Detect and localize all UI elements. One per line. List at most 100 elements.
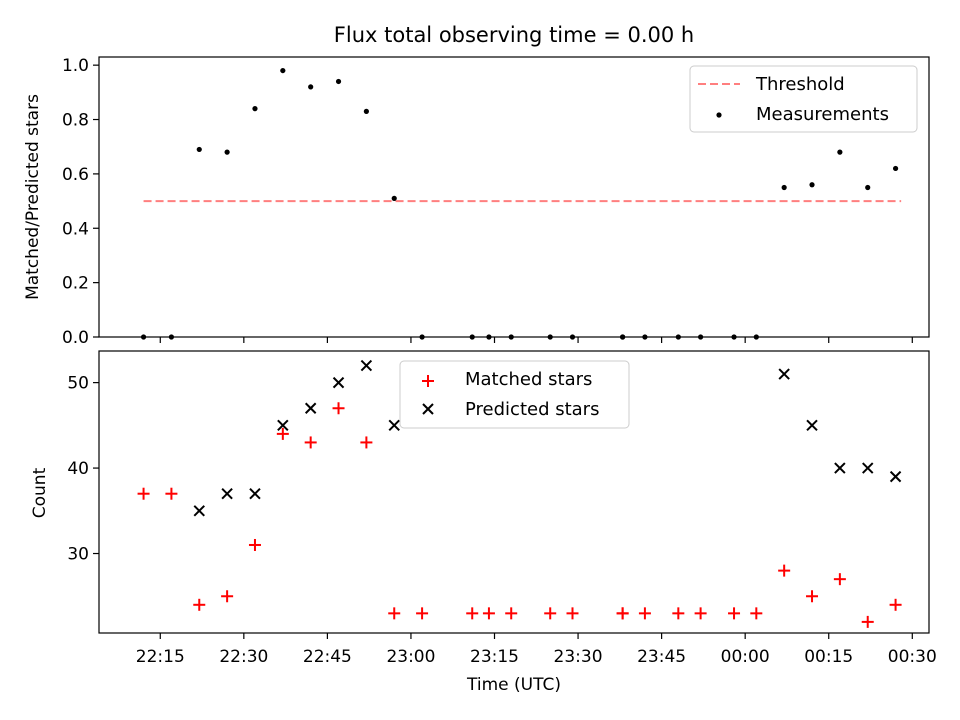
measurement-point	[809, 182, 815, 188]
legend-measurements-label: Measurements	[756, 104, 889, 125]
measurement-point	[837, 149, 843, 155]
matched-star-point	[193, 598, 206, 611]
matched-star-point	[694, 607, 707, 620]
measurement-point	[642, 334, 648, 340]
bottom-legend: Matched stars Predicted stars	[399, 360, 630, 429]
legend-matched-swatch	[422, 375, 434, 387]
measurement-point	[675, 334, 681, 340]
matched-star-point	[672, 607, 685, 620]
xtick-label: 22:15	[136, 647, 185, 667]
measurement-point	[569, 334, 576, 340]
count-points	[137, 359, 902, 628]
measurement-point	[196, 146, 202, 153]
predicted-star-point	[249, 488, 261, 500]
matched-star-point	[332, 402, 345, 415]
predicted-star-point	[277, 419, 289, 432]
matched-star-point	[505, 607, 518, 620]
xtick-label: 23:45	[637, 647, 686, 667]
bottom-axes: 30 40 50 22:15 22:30 22:45 23:00 23:15 23:30 23:…	[30, 350, 937, 695]
measurement-point	[363, 108, 369, 114]
measurement-point	[168, 334, 175, 340]
measurement-points	[140, 67, 899, 340]
matched-star-point	[616, 607, 629, 620]
predicted-star-point	[360, 359, 373, 372]
top-y-axis-label: Matched/Predicted stars	[23, 94, 43, 300]
top-legend-box	[689, 65, 918, 133]
matched-star-point	[728, 607, 741, 620]
measurement-point	[224, 149, 230, 155]
predicted-star-point	[862, 462, 874, 474]
bottom-legend-box	[399, 360, 630, 429]
measurement-point	[486, 334, 492, 340]
xtick-label: 00:00	[721, 647, 770, 667]
matched-star-point	[750, 607, 763, 620]
chart-title: Flux total observing time = 0.00 h	[334, 23, 694, 47]
matched-star-point	[276, 427, 289, 440]
bottom-ytick-label: 50	[67, 374, 89, 394]
xtick-label: 00:15	[804, 647, 853, 667]
top-legend: Threshold Measurements	[689, 65, 918, 133]
measurement-point	[280, 67, 286, 74]
predicted-star-point	[304, 402, 317, 414]
matched-star-point	[544, 607, 557, 620]
matched-star-point	[165, 487, 178, 500]
predicted-star-point	[834, 462, 846, 474]
measurement-point	[508, 334, 514, 340]
matched-star-point	[304, 436, 317, 449]
xtick-label: 23:15	[470, 647, 519, 667]
matched-star-point	[861, 615, 874, 628]
measurement-point	[308, 84, 314, 90]
matched-star-point	[248, 538, 261, 551]
measurement-point	[781, 184, 787, 191]
predicted-star-point	[388, 419, 400, 432]
measurement-point	[335, 78, 342, 85]
matched-star-point	[482, 607, 495, 620]
x-axis-label: Time (UTC)	[466, 675, 561, 695]
xtick-label: 22:30	[219, 647, 268, 667]
measurement-point	[419, 334, 425, 340]
matched-star-point	[360, 436, 373, 449]
legend-measurements-swatch	[716, 112, 722, 118]
xtick-label: 22:45	[303, 647, 352, 667]
matched-star-point	[137, 487, 150, 500]
matched-star-point	[778, 564, 791, 577]
measurement-point	[620, 334, 626, 340]
xtick-label: 00:30	[888, 647, 937, 667]
top-ytick-label: 1.0	[62, 56, 89, 76]
top-ytick-label: 0.2	[62, 274, 89, 294]
predicted-star-point	[778, 368, 790, 380]
bottom-ytick-label: 40	[67, 459, 89, 479]
xtick-label: 23:00	[386, 647, 435, 667]
legend-matched-label: Matched stars	[465, 369, 592, 390]
matched-star-point	[416, 607, 429, 620]
matched-star-point	[388, 607, 401, 620]
top-x-ticks	[159, 337, 913, 343]
bottom-x-ticks: 22:15 22:30 22:45 23:00 23:15 23:30 23:45 00:00…	[136, 633, 937, 667]
measurement-point	[547, 334, 553, 340]
predicted-star-point	[221, 488, 233, 500]
top-axes: 0.0 0.2 0.4 0.6 0.8 1.0 Matched/Predicted sta…	[23, 56, 930, 348]
matched-star-point	[221, 590, 234, 603]
measurement-point	[252, 106, 258, 112]
measurement-point	[731, 334, 737, 340]
matched-star-point	[638, 607, 651, 620]
top-ytick-label: 0.8	[62, 111, 89, 131]
measurement-point	[865, 184, 871, 191]
matched-star-point	[889, 598, 902, 611]
measurement-point	[391, 195, 397, 201]
measurement-point	[753, 334, 759, 340]
matched-star-point	[806, 590, 819, 603]
bottom-y-ticks: 30 40 50	[67, 374, 99, 565]
matched-star-point	[566, 607, 579, 620]
matched-star-point	[466, 607, 479, 620]
legend-predicted-label: Predicted stars	[465, 399, 599, 420]
matched-star-point	[833, 573, 846, 586]
predicted-star-point	[332, 376, 345, 389]
bottom-ytick-label: 30	[67, 545, 89, 565]
predicted-star-point	[193, 505, 205, 517]
top-ytick-label: 0.4	[62, 219, 89, 239]
measurement-point	[698, 334, 704, 340]
top-ytick-label: 0.6	[62, 165, 89, 185]
measurement-point	[469, 334, 475, 340]
top-ytick-label: 0.0	[62, 328, 89, 348]
